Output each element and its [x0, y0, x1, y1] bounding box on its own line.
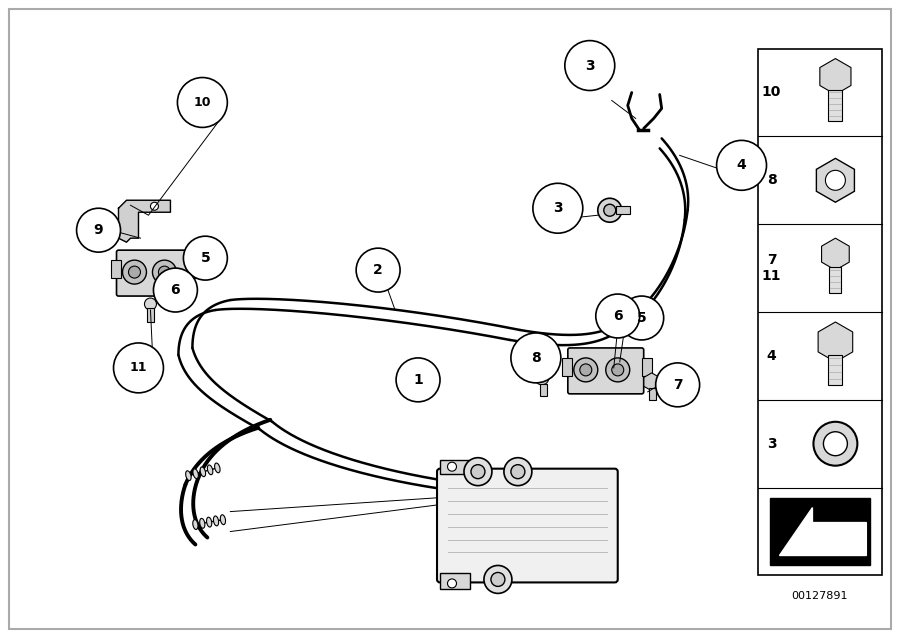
Text: 8: 8 [767, 174, 777, 188]
Bar [440, 460, 470, 473]
Circle shape [113, 343, 164, 393]
FancyBboxPatch shape [568, 348, 644, 394]
Bar [649, 388, 656, 400]
Bar [440, 574, 470, 590]
Circle shape [824, 432, 848, 456]
Circle shape [535, 371, 549, 385]
Circle shape [620, 296, 663, 340]
Circle shape [656, 363, 699, 407]
Circle shape [177, 78, 228, 128]
Circle shape [158, 266, 170, 278]
Text: 8: 8 [531, 351, 541, 365]
Bar [562, 358, 572, 376]
Circle shape [76, 208, 121, 252]
Text: 4: 4 [737, 158, 746, 172]
Circle shape [606, 358, 630, 382]
Bar [770, 498, 870, 565]
Circle shape [716, 140, 767, 190]
Ellipse shape [185, 471, 191, 480]
Circle shape [604, 204, 616, 216]
Bar [828, 355, 842, 385]
Circle shape [565, 41, 615, 91]
Text: 5: 5 [637, 311, 646, 325]
Circle shape [511, 333, 561, 383]
Bar [540, 384, 547, 396]
Circle shape [533, 183, 583, 233]
Ellipse shape [200, 467, 205, 477]
Ellipse shape [207, 517, 211, 527]
Text: 11: 11 [130, 361, 148, 375]
Bar [186, 260, 196, 278]
Polygon shape [779, 508, 867, 556]
Circle shape [145, 298, 157, 310]
FancyBboxPatch shape [437, 469, 617, 582]
Circle shape [574, 358, 598, 382]
Text: 5: 5 [201, 251, 211, 265]
Ellipse shape [193, 469, 198, 478]
Circle shape [356, 248, 400, 292]
Circle shape [580, 364, 592, 376]
Bar [830, 267, 842, 293]
Circle shape [484, 565, 512, 593]
Circle shape [596, 294, 640, 338]
Circle shape [152, 260, 176, 284]
Circle shape [612, 364, 624, 376]
Circle shape [598, 198, 622, 222]
Bar [642, 358, 652, 376]
Circle shape [129, 266, 140, 278]
Polygon shape [119, 200, 170, 242]
Text: 3: 3 [767, 437, 777, 450]
Ellipse shape [193, 519, 198, 530]
Text: 7: 7 [673, 378, 682, 392]
Circle shape [150, 202, 158, 211]
Text: 00127891: 00127891 [792, 591, 848, 602]
Ellipse shape [207, 465, 212, 475]
Text: 1: 1 [413, 373, 423, 387]
Circle shape [464, 457, 492, 486]
Circle shape [825, 170, 845, 190]
Ellipse shape [220, 515, 226, 524]
Circle shape [396, 358, 440, 402]
Bar [758, 48, 882, 575]
Text: 9: 9 [94, 223, 104, 237]
Text: 2: 2 [374, 263, 383, 277]
Circle shape [447, 462, 456, 471]
Circle shape [447, 579, 456, 588]
Text: 6: 6 [171, 283, 180, 297]
Text: 6: 6 [613, 309, 623, 323]
Text: 3: 3 [553, 201, 562, 215]
Ellipse shape [200, 519, 205, 528]
Text: 7
11: 7 11 [761, 253, 781, 283]
Circle shape [511, 464, 525, 478]
Circle shape [122, 260, 147, 284]
Text: 10: 10 [761, 85, 781, 100]
Circle shape [814, 422, 858, 466]
Bar [111, 260, 121, 278]
Ellipse shape [214, 463, 220, 473]
Bar [828, 89, 842, 121]
Ellipse shape [213, 516, 219, 526]
Text: 10: 10 [194, 96, 212, 109]
Bar [616, 206, 630, 214]
Text: 3: 3 [585, 59, 595, 73]
FancyBboxPatch shape [116, 250, 188, 296]
Circle shape [154, 268, 197, 312]
Bar [148, 308, 155, 322]
Circle shape [491, 572, 505, 586]
Text: 4: 4 [767, 349, 777, 363]
Circle shape [184, 236, 228, 280]
Circle shape [471, 464, 485, 478]
Circle shape [504, 457, 532, 486]
